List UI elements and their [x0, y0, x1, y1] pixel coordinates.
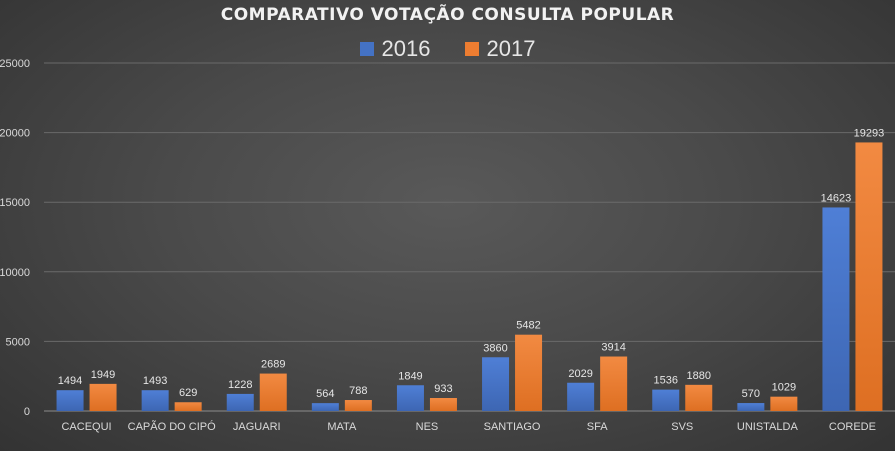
- bar-2017: [515, 334, 543, 411]
- x-tick-label: CAPÃO DO CIPÓ: [128, 420, 216, 433]
- bar-2016: [396, 385, 424, 411]
- x-tick-label: SANTIAGO: [484, 421, 541, 433]
- data-label: 1493: [143, 375, 167, 387]
- y-tick-label: 20000: [0, 128, 30, 140]
- legend-item-2016: 2016: [359, 36, 431, 62]
- bar-2017: [429, 398, 457, 411]
- bar-2016: [311, 403, 339, 411]
- bar-2017: [600, 356, 628, 411]
- y-tick-label: 5000: [6, 336, 30, 348]
- data-label: 2029: [568, 368, 592, 380]
- bar-2017: [770, 396, 798, 411]
- data-label: 629: [179, 387, 197, 399]
- bar-2016: [482, 357, 510, 411]
- x-tick-label: NES: [416, 421, 439, 433]
- data-label: 19293: [854, 127, 885, 139]
- data-label: 1536: [654, 375, 678, 387]
- data-label: 1849: [398, 370, 422, 382]
- y-tick-label: 25000: [0, 58, 30, 70]
- legend-label-2017: 2017: [486, 36, 536, 61]
- x-tick-label: SVS: [671, 421, 693, 433]
- x-tick-label: JAGUARI: [233, 421, 281, 433]
- bar-2016: [567, 382, 595, 411]
- bar-2016: [822, 207, 850, 411]
- chart-title: COMPARATIVO VOTAÇÃO CONSULTA POPULAR: [220, 5, 675, 25]
- data-label: 14623: [821, 192, 852, 204]
- bar-2017: [685, 384, 713, 411]
- data-label: 3914: [601, 342, 625, 354]
- x-tick-label: UNISTALDA: [737, 421, 799, 433]
- x-tick-label: SFA: [587, 421, 608, 433]
- bar-2016: [56, 390, 84, 411]
- data-label: 1880: [687, 370, 711, 382]
- x-tick-label: CACEQUI: [61, 421, 111, 433]
- bar-2016: [141, 390, 169, 411]
- legend-swatch-2016: [359, 42, 374, 56]
- x-tick-label: COREDE: [829, 421, 876, 433]
- data-label: 1949: [91, 369, 115, 381]
- data-label: 564: [316, 388, 334, 400]
- data-label: 1494: [58, 375, 82, 387]
- data-label: 3860: [483, 342, 507, 354]
- data-label: 933: [434, 383, 452, 395]
- data-label: 788: [349, 385, 367, 397]
- bar-2017: [89, 383, 117, 411]
- x-tick-label: MATA: [327, 421, 357, 433]
- bar-2016: [226, 393, 254, 411]
- bar-2016: [737, 403, 765, 411]
- data-label: 570: [742, 388, 760, 400]
- legend-item-2017: 2017: [464, 36, 536, 62]
- data-label: 5482: [516, 320, 540, 332]
- y-tick-label: 0: [24, 406, 30, 418]
- legend-swatch-2017: [464, 42, 479, 56]
- y-tick-label: 15000: [0, 197, 30, 209]
- data-label: 2689: [261, 359, 285, 371]
- legend-label-2016: 2016: [381, 36, 431, 61]
- data-label: 1029: [772, 382, 796, 394]
- y-tick-label: 10000: [0, 267, 30, 279]
- bar-2016: [652, 389, 680, 411]
- bar-2017: [855, 142, 883, 411]
- bar-2017: [344, 400, 372, 411]
- bar-2017: [174, 402, 202, 411]
- data-label: 1228: [228, 379, 252, 391]
- chart-legend: 2016 2017: [0, 36, 895, 62]
- bar-2017: [259, 373, 287, 411]
